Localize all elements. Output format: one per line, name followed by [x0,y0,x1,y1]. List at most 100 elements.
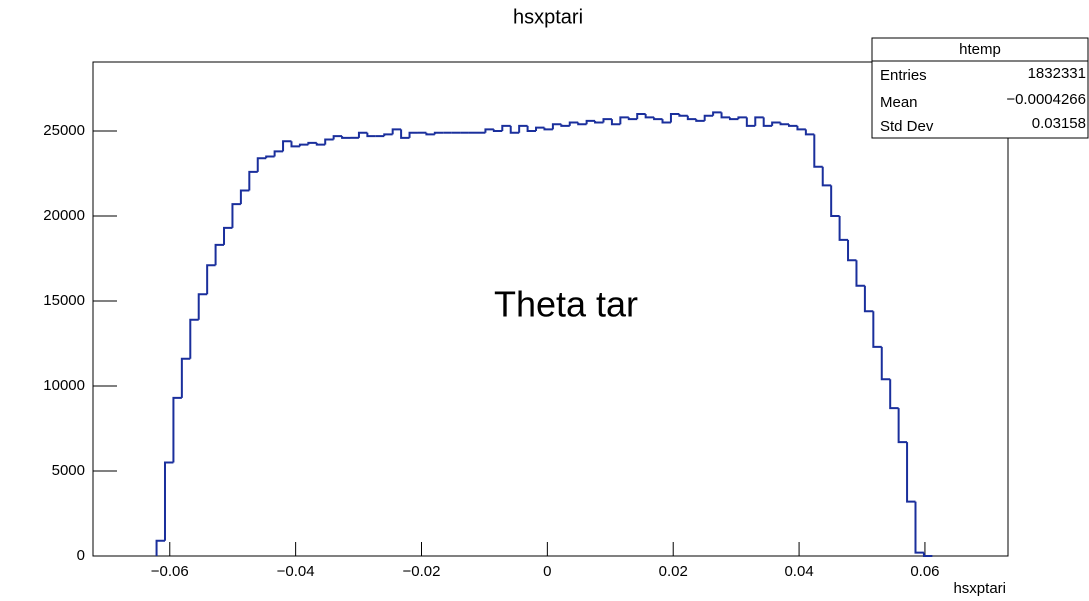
x-tick-label: 0.02 [659,563,688,580]
histogram-bin [433,131,444,135]
histogram-bin [282,140,292,152]
y-tick-label: 20000 [43,207,85,224]
histogram-bin [551,123,562,130]
stats-label: Mean [880,94,918,111]
histogram-bin [771,121,781,126]
histogram-bin [594,120,604,124]
histogram-bin [880,346,891,381]
histogram-bin [189,318,199,359]
histogram-bin [383,133,393,137]
histogram-bin [518,124,528,133]
histogram-bin [206,264,216,295]
histogram-bin [357,131,368,138]
histogram-bin [703,114,714,121]
histogram-bin [366,132,376,138]
histogram-bin [492,129,503,133]
histogram-bin [484,128,494,133]
histogram-bin [610,119,621,126]
histogram-bin [745,117,756,127]
histogram-bin [425,132,435,136]
histogram-bin [644,114,655,119]
histogram-bin [830,185,840,218]
histogram-bin [602,118,612,123]
y-tick-label: 15000 [43,292,85,309]
histogram-bin [273,150,284,157]
histogram-bin [585,119,596,125]
histogram-bin [779,122,790,126]
histogram-bin [307,141,317,145]
histogram-bin [897,408,908,444]
histogram-bin [754,116,764,126]
stats-value: 1832331 [1028,65,1086,82]
histogram-bin [155,539,165,556]
histogram-bin [535,126,545,132]
x-tick-label: −0.06 [151,563,189,580]
histogram-bin [712,111,722,116]
x-tick-label: 0.04 [784,563,813,580]
histogram-bin [762,117,773,127]
histogram-bin [197,293,208,320]
histogram-bin [813,134,823,168]
histogram-bin [577,122,587,126]
stats-box: htemp Entries 1832331 Mean −0.0004266 St… [871,37,1089,139]
histogram-bin [636,113,646,120]
stats-value: 0.03158 [1032,115,1086,132]
histogram-bin [290,141,300,148]
x-axis-label: hsxptari [953,580,1006,597]
histogram-bin [737,116,747,120]
histogram-bin [906,442,916,503]
histogram-bin [315,142,326,146]
histogram-bin [653,117,663,121]
histogram-bin [872,311,882,348]
histogram-bin [678,114,688,117]
stats-label: Std Dev [880,118,934,135]
histogram-bin [728,117,739,121]
y-tick-label: 10000 [43,377,85,394]
stats-label: Entries [880,67,927,84]
histogram-bin [686,115,697,121]
histogram-bin [560,124,570,127]
histogram-bin [838,216,849,241]
histogram-bin [526,125,537,133]
stats-title: htemp [959,41,1001,58]
histogram-bin [863,285,874,313]
annotation: Theta tar [494,284,638,325]
histogram-bin [172,396,182,463]
histogram-bin [889,379,899,410]
histogram-bin [298,143,309,147]
histogram-bin [914,501,924,554]
stats-frame [871,37,1089,139]
histogram-bin [720,112,730,119]
histogram-bin [619,116,629,125]
histogram-bin [847,239,857,262]
histogram-bin [627,117,638,121]
histogram-bin [248,170,258,191]
histogram-bin [661,119,671,124]
y-tick-label: 25000 [43,122,85,139]
histogram-bin [804,129,815,136]
histogram-bin [796,125,806,131]
y-tick-label: 5000 [52,462,85,479]
histogram-bin [400,129,410,139]
x-tick-label: 0.06 [910,563,939,580]
histogram-bin [695,119,705,122]
stats-value: −0.0004266 [1006,91,1086,108]
histogram-bin [341,136,351,139]
histogram-bin [855,260,865,287]
x-tick-label: 0 [543,563,551,580]
y-tick-label: 0 [77,547,85,564]
histogram-bin [239,189,250,205]
histogram-bin [391,128,402,135]
histogram-bin [223,226,233,245]
histogram-bin [163,461,174,541]
histogram-bin [214,243,225,266]
x-tick-label: −0.04 [277,563,315,580]
histogram-bin [332,135,343,140]
histogram-bin [231,203,241,228]
histogram-bin [501,124,511,132]
histogram-bin [509,125,520,134]
histogram-bin [324,138,334,145]
histogram-bin [922,552,933,557]
plot-frame [92,61,1009,557]
